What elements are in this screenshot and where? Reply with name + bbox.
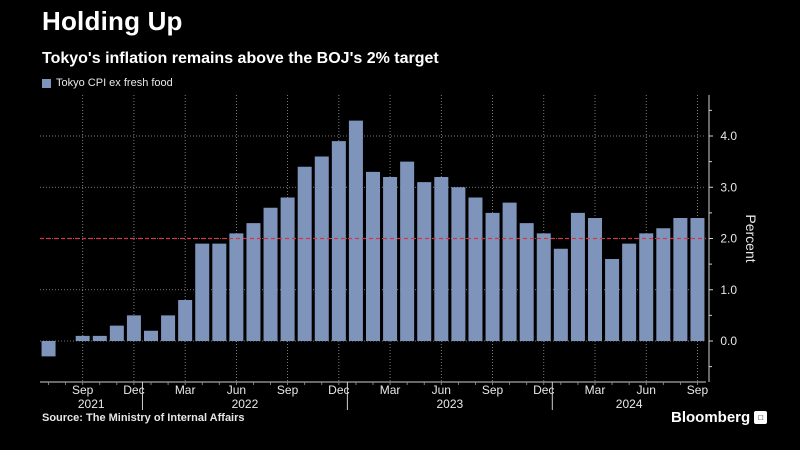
bar — [383, 177, 398, 341]
x-year-label: 2024 — [616, 397, 643, 411]
x-tick-label: Sep — [277, 383, 299, 397]
bar — [605, 259, 620, 341]
bar — [417, 182, 432, 341]
bar — [570, 212, 585, 341]
y-axis-label: Percent — [743, 214, 759, 262]
bar — [673, 218, 688, 341]
y-tick-label: 4.0 — [720, 129, 737, 143]
y-tick-label: 0.0 — [720, 334, 737, 348]
bar — [143, 330, 159, 341]
x-year-label: 2021 — [78, 397, 105, 411]
bar — [178, 300, 193, 341]
chart-title: Holding Up — [42, 6, 183, 36]
x-tick-label: Sep — [482, 383, 504, 397]
bar — [161, 315, 176, 341]
y-tick-label: 1.0 — [720, 283, 737, 297]
brand-name: Bloomberg — [671, 409, 751, 426]
bar — [502, 202, 517, 341]
bar — [348, 120, 363, 341]
bar — [485, 212, 500, 341]
brand-logo: Bloomberg □ — [671, 409, 768, 426]
x-tick-label: Sep — [72, 383, 94, 397]
bar — [314, 156, 329, 341]
bar — [639, 233, 654, 341]
bar — [41, 341, 56, 357]
bar — [553, 248, 568, 341]
bar — [263, 207, 278, 341]
chart-subtitle: Tokyo's inflation remains above the BOJ'… — [42, 50, 439, 67]
x-tick-label: Mar — [585, 383, 606, 397]
bar — [246, 223, 261, 341]
y-tick-label: 3.0 — [720, 180, 737, 194]
x-tick-label: Dec — [328, 383, 349, 397]
bar — [280, 197, 295, 341]
bar — [75, 335, 90, 341]
bar — [126, 315, 141, 341]
bar — [468, 197, 483, 341]
brand-badge-icon: □ — [754, 411, 768, 424]
legend-swatch — [42, 78, 51, 88]
x-year-label: 2023 — [436, 397, 463, 411]
x-tick-label: Dec — [123, 383, 144, 397]
bar — [656, 228, 671, 341]
bar — [587, 218, 603, 341]
y-tick-label: 2.0 — [720, 232, 737, 246]
bar — [622, 243, 637, 341]
bar — [109, 325, 124, 341]
bar — [365, 171, 381, 341]
x-tick-label: Dec — [533, 383, 554, 397]
bar — [519, 223, 534, 341]
x-year-label: 2022 — [232, 397, 259, 411]
bar — [451, 187, 466, 341]
bar — [400, 161, 415, 341]
bar — [212, 243, 227, 341]
bar — [92, 335, 107, 341]
bar — [690, 218, 705, 341]
x-tick-label: Jun — [637, 383, 656, 397]
x-tick-label: Jun — [432, 383, 451, 397]
x-tick-label: Jun — [227, 383, 246, 397]
x-tick-label: Sep — [687, 383, 709, 397]
bar — [331, 141, 346, 341]
bar — [536, 233, 551, 341]
source-note: Source: The Ministry of Internal Affairs — [42, 412, 245, 424]
bar — [229, 233, 244, 341]
x-tick-label: Mar — [380, 383, 401, 397]
bar — [297, 166, 312, 341]
bar — [195, 243, 210, 341]
x-tick-label: Mar — [175, 383, 196, 397]
bar — [434, 177, 449, 341]
legend: Tokyo CPI ex fresh food — [42, 77, 173, 89]
legend-label: Tokyo CPI ex fresh food — [56, 77, 173, 89]
